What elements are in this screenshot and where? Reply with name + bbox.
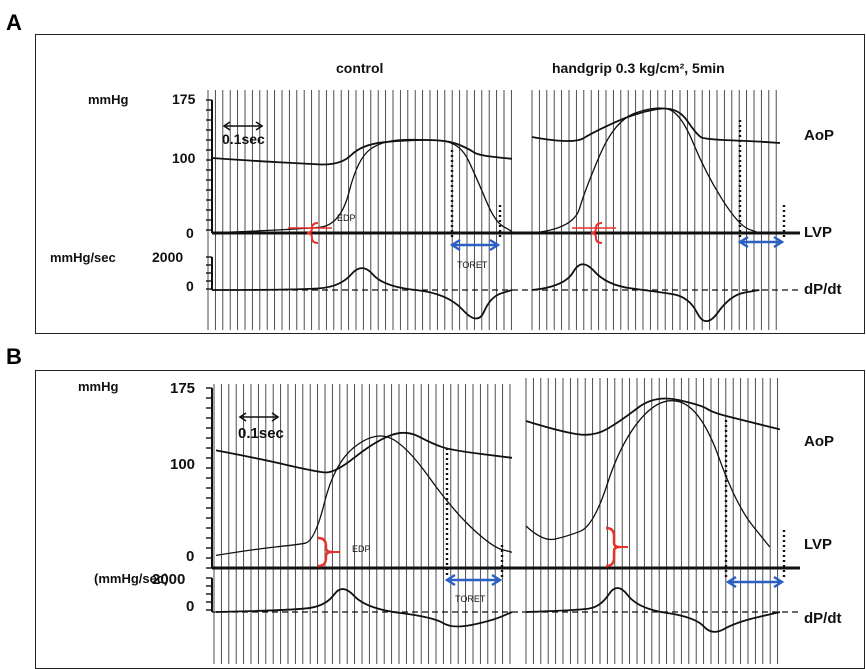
trace-a-control-dpdt: [211, 267, 513, 320]
trace-b-control-aop: [215, 431, 513, 474]
panel-a-control-toret-arrow-head-right: [489, 238, 501, 252]
condition-control-label: control: [336, 60, 383, 76]
panel-a-scale-arrow-left: [222, 121, 231, 131]
panel-a-frame: [35, 34, 865, 334]
panel-a-ylabel-pressure: mmHg: [88, 92, 129, 107]
panel-b-tick-0: 0: [186, 548, 194, 565]
panel-b-handgrip-toret-arrow-head-right: [773, 575, 785, 589]
panel-b-time-scale: 0.1sec: [238, 425, 284, 442]
trace-a-handgrip-lvp: [531, 107, 760, 234]
trace-a-control-aop: [211, 139, 513, 166]
panel-a-tick-0: 0: [186, 225, 194, 241]
panel-a-handgrip-toret-arrow-head-right: [773, 235, 785, 249]
panel-b-tick-100: 100: [170, 456, 195, 473]
panel-b-scale-arrow-right: [271, 412, 280, 422]
panel-a-ylabel-dpdt: mmHg/sec: [50, 250, 116, 265]
panel-a-control-edp-bracket: [306, 222, 319, 244]
panel-b-tick-2000: 2000: [152, 571, 185, 588]
panel-b-tick-175: 175: [170, 380, 195, 397]
trace-a-handgrip-dpdt: [531, 263, 760, 323]
panel-b-lvp-label: LVP: [804, 536, 832, 553]
panel-b-control-toret-arrow-head-right: [491, 573, 503, 587]
panel-b-ylabel-dpdt: (mmHg/sec): [94, 571, 168, 586]
panel-b-dpdt-label: dP/dt: [804, 610, 842, 627]
panel-b-ylabel-pressure: mmHg: [78, 379, 119, 394]
trace-b-handgrip-dpdt: [525, 587, 781, 633]
panel-a-tick-dpdt-0: 0: [186, 278, 194, 294]
pressure-traces: [211, 107, 781, 633]
panel-a-dpdt-label: dP/dt: [804, 281, 842, 298]
trace-b-control-dpdt: [215, 588, 513, 628]
panel-b-toret-label: TORET: [455, 594, 486, 604]
panel-a-handgrip-toret-arrow-head-left: [737, 235, 749, 249]
panel-a-lvp-label: LVP: [804, 224, 832, 241]
panel-b-tick-dpdt-0: 0: [186, 598, 194, 615]
panel-a-tick-100: 100: [172, 150, 196, 166]
panel-b-aop-label: AoP: [804, 433, 834, 450]
panel-a-edp-label: EDP: [337, 213, 356, 223]
panel-b-handgrip-edp-bracket: [605, 526, 621, 568]
panel-a-scale-arrow-right: [255, 121, 264, 131]
trace-a-handgrip-aop: [531, 107, 781, 144]
panel-a-control-toret-arrow-head-left: [449, 238, 461, 252]
panel-a-tick-175: 175: [172, 91, 196, 107]
panel-a-time-scale: 0.1sec: [222, 131, 265, 147]
panel-b-control-toret-arrow-head-left: [444, 573, 456, 587]
trace-b-handgrip-aop: [525, 397, 781, 436]
panel-a-aop-label: AoP: [804, 127, 834, 144]
condition-handgrip-label: handgrip 0.3 kg/cm², 5min: [552, 60, 725, 76]
panel-b-scale-arrow-left: [238, 412, 247, 422]
panel-b-edp-label: EDP: [352, 544, 371, 554]
trace-b-control-lvp: [215, 435, 513, 557]
panel-a-tick-2000: 2000: [152, 249, 183, 265]
panel-b-letter: B: [6, 344, 22, 369]
trace-b-handgrip-lvp: [525, 400, 771, 548]
panel-a-toret-label: TORET: [457, 260, 488, 270]
panel-b-handgrip-toret-arrow-head-left: [725, 575, 737, 589]
panel-a-letter: A: [6, 10, 22, 35]
panel-b-timing-grid: [213, 378, 779, 664]
panel-a-handgrip-edp-bracket: [590, 222, 603, 244]
